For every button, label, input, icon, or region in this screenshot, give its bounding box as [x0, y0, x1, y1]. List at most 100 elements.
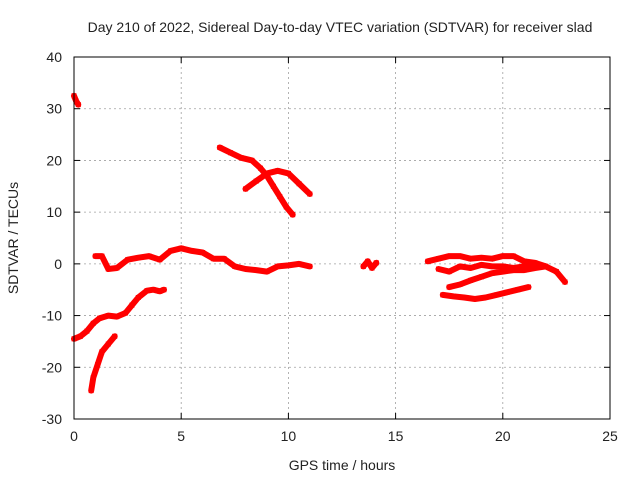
- data-point: [511, 253, 516, 259]
- data-point: [277, 194, 283, 200]
- data-point: [105, 341, 111, 347]
- data-point: [446, 253, 452, 259]
- data-point: [243, 186, 248, 192]
- data-point: [532, 261, 538, 267]
- data-point: [114, 265, 120, 271]
- data-point: [451, 293, 456, 299]
- data-point: [457, 282, 463, 287]
- y-tick-label: 10: [46, 204, 62, 220]
- data-point: [99, 349, 105, 355]
- data-point: [150, 287, 156, 293]
- data-point: [461, 295, 467, 300]
- data-point: [515, 287, 521, 293]
- data-point: [532, 265, 538, 271]
- data-point: [105, 266, 111, 272]
- data-point: [307, 191, 313, 197]
- data-point: [521, 267, 527, 273]
- data-point: [472, 296, 478, 302]
- data-point: [500, 263, 506, 269]
- data-point: [553, 269, 559, 275]
- data-point: [228, 150, 233, 156]
- data-point: [436, 256, 441, 262]
- y-tick-label: 20: [46, 152, 62, 168]
- data-point: [189, 248, 195, 254]
- data-point: [440, 292, 446, 298]
- x-tick-label: 15: [388, 428, 404, 444]
- data-point: [543, 263, 549, 269]
- data-point: [457, 253, 463, 259]
- data-point: [500, 253, 506, 259]
- data-point: [84, 328, 90, 334]
- data-point: [436, 266, 441, 272]
- data-point: [264, 170, 270, 176]
- x-tick-label: 20: [495, 428, 511, 444]
- data-point: [296, 181, 302, 187]
- data-point: [97, 315, 103, 321]
- x-tick-label: 25: [602, 428, 618, 444]
- data-point: [373, 260, 379, 266]
- y-tick-label: -10: [42, 308, 62, 324]
- data-point: [489, 270, 495, 276]
- y-tick-label: -20: [42, 359, 62, 375]
- data-point: [135, 255, 141, 261]
- data-point: [360, 263, 366, 269]
- data-point: [521, 263, 527, 269]
- data-point: [135, 295, 141, 300]
- data-point: [92, 253, 98, 259]
- data-point: [562, 279, 568, 285]
- data-point: [146, 253, 152, 259]
- data-point: [232, 263, 238, 269]
- data-point: [511, 267, 516, 273]
- data-point: [161, 287, 167, 293]
- data-point: [243, 266, 248, 272]
- data-point: [457, 263, 463, 269]
- data-point: [425, 258, 431, 264]
- data-point: [296, 261, 302, 267]
- data-point: [526, 284, 531, 290]
- data-point: [493, 292, 499, 298]
- data-point: [290, 212, 296, 218]
- y-tick-label: 40: [46, 49, 62, 65]
- data-point: [365, 258, 371, 264]
- data-point: [307, 263, 313, 269]
- series-arc-10: [446, 263, 549, 291]
- data-point: [200, 250, 206, 255]
- data-point: [99, 253, 105, 259]
- data-point: [478, 255, 484, 261]
- y-tick-label: 30: [46, 101, 62, 117]
- data-point: [144, 288, 150, 294]
- chart-title: Day 210 of 2022, Sidereal Day-to-day VTE…: [88, 19, 593, 35]
- data-point: [253, 267, 259, 273]
- data-point: [221, 256, 227, 262]
- data-point: [504, 289, 510, 295]
- data-point: [521, 258, 527, 264]
- data-point: [238, 155, 244, 161]
- y-tick-label: 0: [54, 256, 62, 272]
- data-series: [71, 92, 568, 394]
- data-point: [129, 302, 135, 308]
- data-point: [446, 284, 452, 290]
- x-tick-label: 10: [281, 428, 297, 444]
- data-point: [275, 263, 281, 269]
- data-point: [114, 314, 120, 320]
- data-point: [483, 295, 489, 300]
- data-point: [489, 256, 495, 262]
- series-arc-3: [88, 333, 118, 394]
- plot-frame: [73, 56, 611, 420]
- data-point: [210, 256, 216, 262]
- data-point: [157, 257, 163, 263]
- x-axis-label: GPS time / hours: [289, 457, 396, 473]
- data-point: [270, 183, 276, 189]
- y-tick-label: -30: [42, 411, 62, 427]
- data-point: [264, 269, 270, 275]
- data-point: [478, 274, 484, 280]
- data-point: [468, 277, 474, 283]
- data-point: [500, 269, 506, 275]
- data-point: [77, 333, 83, 339]
- data-point: [285, 170, 291, 176]
- data-point: [75, 102, 81, 108]
- data-point: [217, 145, 223, 150]
- series-arc-7: [360, 258, 380, 271]
- data-point: [468, 265, 474, 271]
